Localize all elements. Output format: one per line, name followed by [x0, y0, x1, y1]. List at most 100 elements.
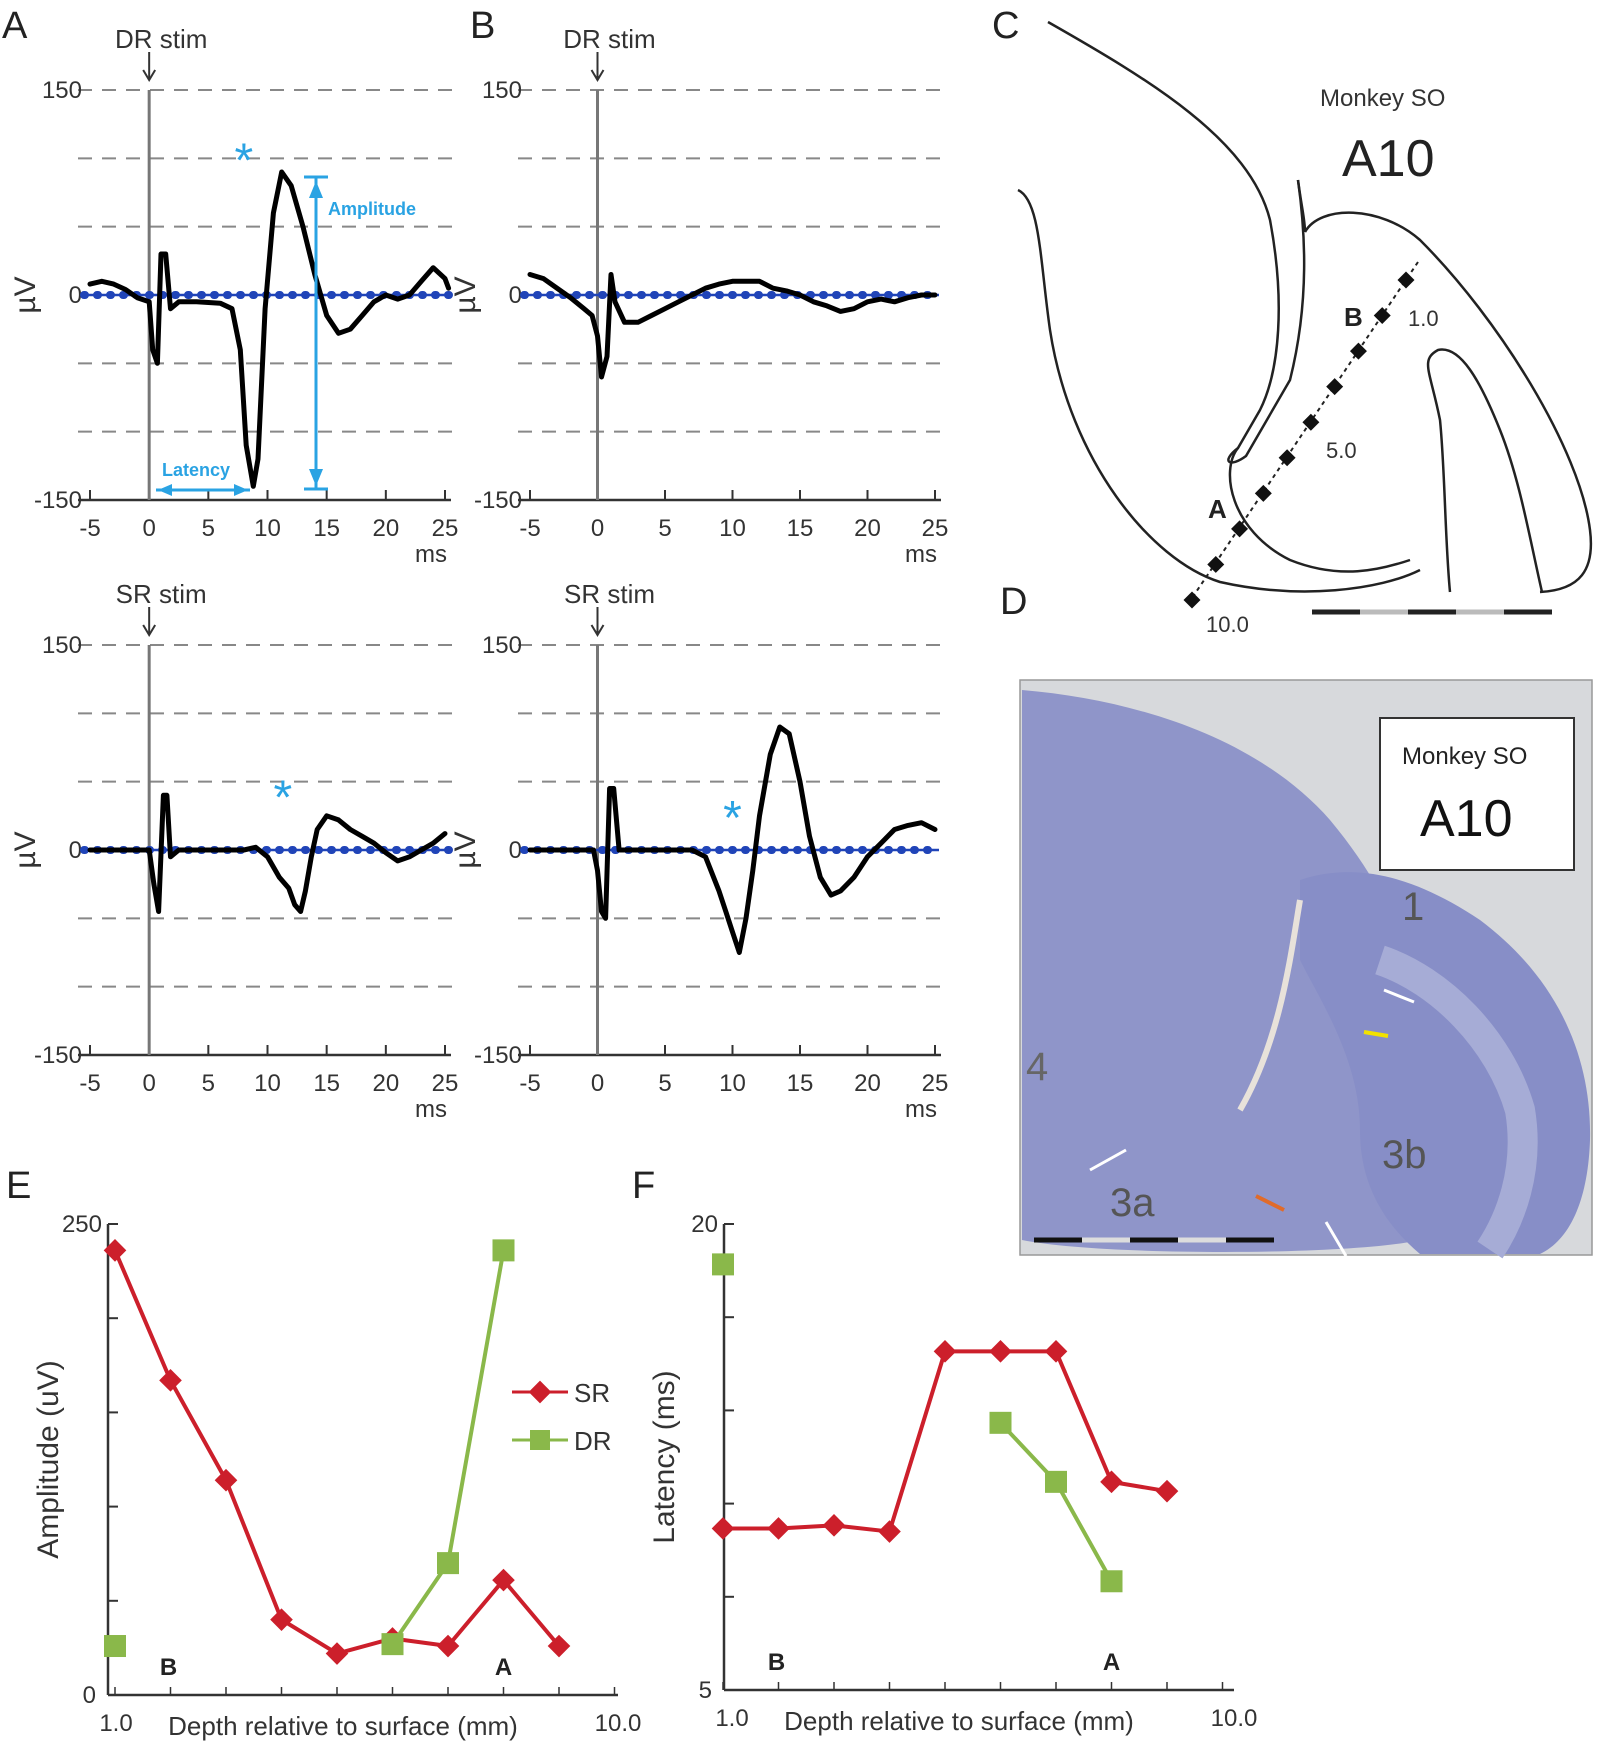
legend-dr-label: DR	[574, 1426, 612, 1456]
area-label-4: 4	[1026, 1045, 1048, 1089]
x-tick-label: -5	[519, 1070, 540, 1097]
white-arrow-3	[1324, 1221, 1348, 1257]
stim-label: SR stim	[116, 579, 207, 609]
data-point	[822, 1514, 846, 1537]
track-label-b: B	[1344, 302, 1363, 332]
panel-letter-e: E	[6, 1165, 31, 1207]
evoked-trace	[87, 792, 448, 914]
x-tick-label: 15	[787, 1070, 814, 1097]
x-tick-label: 0	[591, 1070, 604, 1097]
histology-sulcus	[1237, 899, 1303, 1112]
area-label-3a: 3a	[1110, 1181, 1155, 1225]
histology-tissue-left	[1022, 690, 1458, 1252]
amplitude-latency-annotations: Amplitude Latency	[156, 175, 416, 496]
stim-arrowhead	[590, 624, 605, 637]
amplitude-label: Amplitude	[328, 199, 416, 219]
schematic-title-big: A10	[1342, 130, 1435, 188]
recording-site	[1231, 520, 1249, 538]
data-point	[436, 1634, 460, 1658]
region-label-b: B	[160, 1654, 177, 1681]
latency-label: Latency	[162, 460, 230, 480]
series-sr	[103, 1239, 571, 1665]
x-tick-label: 15	[313, 515, 340, 542]
y-tick-label-top: 250	[62, 1211, 102, 1238]
brain-schematic	[1017, 20, 1593, 594]
region-label-a: A	[495, 1654, 512, 1681]
y-axis-label: Amplitude (uV)	[32, 1360, 65, 1558]
series-dr	[712, 1253, 1123, 1593]
y-tick-label-bottom: 0	[83, 1682, 96, 1709]
schematic-title-small: Monkey SO	[1320, 85, 1445, 112]
recording-site	[1183, 591, 1201, 609]
histology-title-small: Monkey SO	[1402, 743, 1527, 770]
x-tick-label: 5	[202, 1070, 215, 1097]
x-tick-label-last: 10.0	[1211, 1705, 1258, 1732]
electrode-track: B A 1.0 5.0 10.0	[1183, 261, 1439, 637]
white-arrow-2	[1089, 1148, 1127, 1172]
x-unit-label: ms	[415, 541, 447, 568]
stim-label: DR stim	[563, 24, 655, 54]
y-tick-label: 0	[509, 282, 522, 309]
sulcus-inner-right	[1426, 348, 1544, 593]
data-point	[989, 1340, 1012, 1363]
x-tick-label: -5	[79, 1070, 100, 1097]
x-tick-label: 25	[432, 515, 459, 542]
y-tick-label: -150	[34, 487, 82, 514]
panel-letter-c: C	[992, 5, 1019, 47]
series-line	[390, 1250, 506, 1646]
legend: SR DR	[512, 1378, 612, 1456]
histology-title-big: A10	[1420, 790, 1513, 848]
y-axis-label: Latency (ms)	[648, 1370, 681, 1543]
data-point	[933, 1340, 957, 1363]
x-tick-label: 20	[372, 515, 399, 542]
depth-label-1: 1.0	[1408, 306, 1439, 331]
y-tick-label: 150	[482, 632, 522, 659]
depth-chart-F: 20 51.0 10.0 Depth relative to surface (mm)…	[648, 1211, 1257, 1736]
data-point	[1100, 1470, 1123, 1494]
data-point	[547, 1634, 571, 1658]
stim-label: SR stim	[564, 579, 655, 609]
x-tick-label: 0	[591, 515, 604, 542]
x-tick-label: 15	[313, 1070, 340, 1097]
x-axis-label: Depth relative to surface (mm)	[168, 1711, 518, 1741]
data-point	[103, 1239, 127, 1262]
x-tick-label: 20	[372, 1070, 399, 1097]
y-tick-label-top: 20	[691, 1211, 718, 1238]
x-unit-label: ms	[415, 1096, 447, 1123]
depth-label-10: 10.0	[1206, 612, 1249, 637]
data-point	[1100, 1570, 1123, 1593]
response-asterisk: *	[723, 792, 742, 845]
x-tick-label: 10	[254, 1070, 281, 1097]
data-point	[1155, 1479, 1179, 1503]
cortex-outline-inner-bottom	[1228, 447, 1411, 573]
data-point	[325, 1642, 349, 1665]
x-tick-label-first: 1.0	[99, 1710, 132, 1737]
cortex-outline-outer	[1017, 188, 1421, 593]
x-tick-label: 25	[432, 1070, 459, 1097]
sulcus-outline-top	[1047, 20, 1306, 464]
x-tick-label: -5	[79, 515, 100, 542]
recording-site	[1254, 484, 1272, 502]
y-tick-label: -150	[34, 1042, 82, 1069]
data-point	[711, 1517, 735, 1540]
white-arrow-1	[1383, 988, 1415, 1004]
data-point	[159, 1369, 182, 1392]
data-point	[1045, 1470, 1067, 1493]
series-sr	[711, 1340, 1179, 1543]
y-axis-label: µV	[449, 276, 482, 313]
sulcus-connector	[1296, 179, 1307, 233]
histology-white-matter	[1374, 945, 1538, 1259]
y-tick-label: 150	[482, 77, 522, 104]
amplitude-arrowhead-up	[309, 181, 323, 198]
data-point	[270, 1608, 293, 1631]
region-label-b: B	[768, 1649, 785, 1676]
latency-arrowhead-left	[158, 484, 172, 496]
y-tick-label: 150	[42, 632, 82, 659]
data-point	[381, 1633, 404, 1656]
y-tick-label: -150	[474, 487, 522, 514]
data-point	[492, 1568, 515, 1592]
y-axis-label: µV	[9, 276, 42, 313]
panel-letter-b: B	[470, 5, 495, 47]
